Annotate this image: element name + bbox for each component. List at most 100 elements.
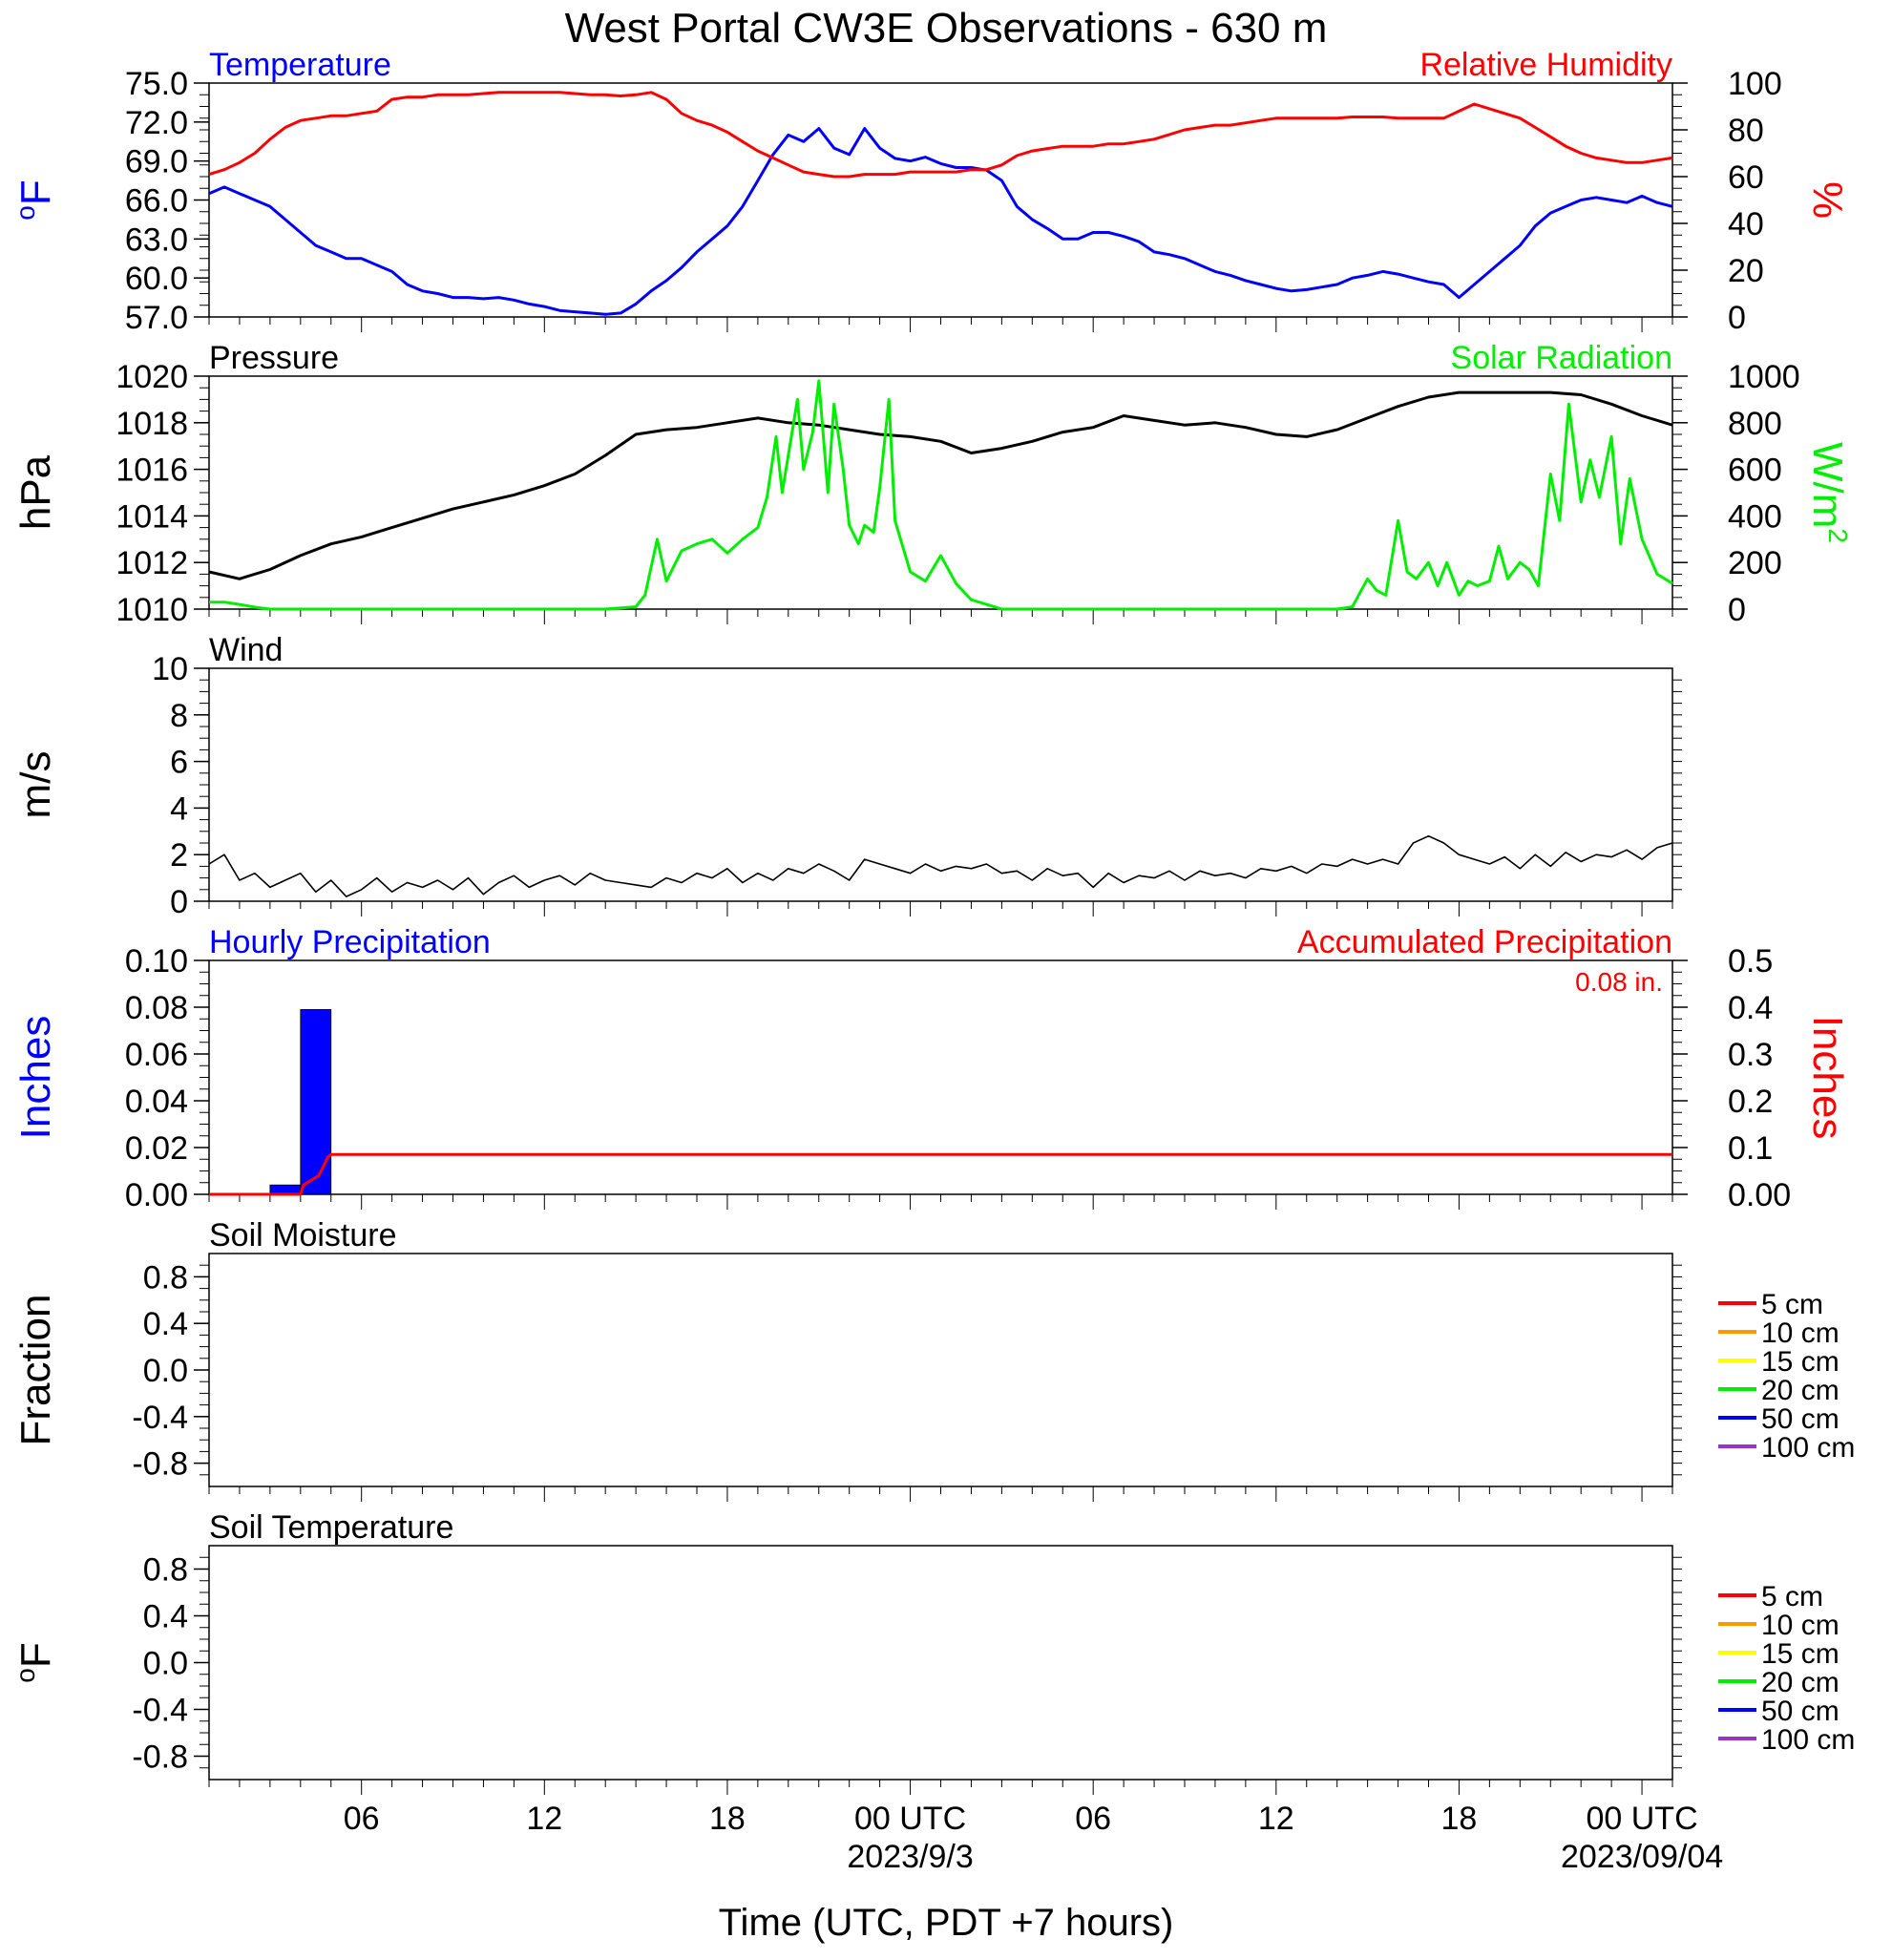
y-tick-label: 60.0: [125, 261, 188, 297]
y-tick-label: -0.8: [132, 1446, 188, 1483]
y-tick-label: 0.10: [125, 943, 188, 980]
panel-left-title: Wind: [209, 632, 283, 668]
series-pressure: [208, 390, 1673, 580]
y-tick-label: 2: [170, 837, 188, 874]
y-tick-label: 1018: [116, 406, 188, 442]
degree-superscript: o: [11, 205, 40, 221]
y-tick-label-right: 0.1: [1728, 1130, 1773, 1167]
y-tick-label-right: 800: [1728, 406, 1782, 442]
y-tick-label-right: 0.3: [1728, 1037, 1773, 1073]
unit-F: F: [12, 1642, 59, 1668]
x-tick-label: 18: [1441, 1801, 1478, 1837]
panel-left-title: Pressure: [209, 340, 339, 376]
y-tick-label-right: 200: [1728, 545, 1782, 581]
y-tick-label: 0.8: [143, 1552, 188, 1589]
plot-frame: [208, 1545, 1673, 1781]
squared-superscript: 2: [1823, 528, 1853, 543]
accumulated-total-label: 0.08 in.: [1575, 967, 1663, 997]
y-tick-label-right: 0: [1728, 592, 1746, 628]
legend-label: 50 cm: [1761, 1696, 1839, 1727]
legend-label: 50 cm: [1761, 1403, 1839, 1435]
y-tick-label-right: 40: [1728, 206, 1764, 242]
y-tick-label-right: 80: [1728, 113, 1764, 149]
panel-4: 0.10 0.08 0.06 0.04 0.02 0.00 0.5 0.4 0.3 0.2 0.1 0…: [12, 924, 1851, 1213]
unit-F: F: [12, 179, 59, 205]
plot-frame: [208, 959, 1673, 1195]
x-tick-date-label: 2023/9/3: [847, 1839, 973, 1875]
y-tick-label: -0.8: [132, 1739, 188, 1776]
y-axis-label-right: W/m2: [1804, 442, 1853, 543]
y-tick-label-right: 1000: [1728, 359, 1800, 395]
y-tick-label: 0.0: [143, 1353, 188, 1389]
legend-label: 20 cm: [1761, 1667, 1839, 1698]
x-tick-label: 00 UTC: [854, 1801, 966, 1837]
panel-left-title: Temperature: [209, 47, 391, 83]
y-tick-label: -0.4: [132, 1693, 188, 1729]
y-tick-label: 0.00: [125, 1177, 188, 1213]
legend-label: 20 cm: [1761, 1375, 1839, 1406]
precip-bar: [300, 1009, 332, 1195]
x-tick-label: 06: [344, 1801, 380, 1837]
plot-frame: [208, 667, 1673, 902]
y-tick-label-right: 0.2: [1728, 1084, 1773, 1120]
series-wind: [208, 834, 1673, 897]
legend-label: 10 cm: [1761, 1317, 1839, 1349]
y-tick-label: 1012: [116, 545, 188, 581]
y-axis-label-left: oF: [11, 179, 59, 220]
y-tick-label: 0: [170, 884, 188, 920]
y-tick-label: 1014: [116, 498, 188, 535]
panel-3: 10 8 6 4 2 0 Wind m/s: [12, 632, 1682, 920]
series-relative-humidity: [208, 91, 1673, 179]
y-axis-label-right: %: [1804, 181, 1851, 219]
y-axis-label-right: Inches: [1804, 1016, 1851, 1140]
plot-frame: [208, 1253, 1673, 1487]
y-tick-label: 4: [170, 790, 188, 827]
x-axis-label: Time (UTC, PDT +7 hours): [719, 1902, 1174, 1944]
y-tick-label-right: 0: [1728, 300, 1746, 336]
panel-1: 75.072.069.066.063.060.057.0 100 80 60 40 20 0…: [11, 47, 1851, 336]
panel-5: 0.8 0.4 0.0 -0.4 -0.8 Soil Moisture Fraction 5 …: [12, 1217, 1855, 1502]
panels: 75.072.069.066.063.060.057.0100806040200…: [11, 47, 1855, 1795]
x-tick-date-label: 2023/09/04: [1561, 1839, 1723, 1875]
y-axis-label-left: m/s: [12, 751, 59, 819]
y-tick-label: 0.02: [125, 1130, 188, 1167]
x-tick-label: 06: [1075, 1801, 1111, 1837]
y-tick-label-right: 0.00: [1728, 1177, 1791, 1213]
y-tick-label: 75.0: [125, 66, 188, 102]
x-tick-label: 12: [526, 1801, 562, 1837]
y-tick-label: 10: [152, 651, 188, 687]
y-tick-label: 6: [170, 745, 188, 781]
chart-title: West Portal CW3E Observations - 630 m: [565, 5, 1328, 52]
legend-label: 10 cm: [1761, 1610, 1839, 1641]
panel-right-title: Accumulated Precipitation: [1297, 924, 1672, 960]
y-axis-label-left: Fraction: [12, 1295, 59, 1446]
y-tick-label: 72.0: [125, 105, 188, 141]
y-tick-label: 63.0: [125, 221, 188, 258]
legend-label: 15 cm: [1761, 1346, 1839, 1378]
y-tick-label: 1020: [116, 359, 188, 395]
y-tick-label-right: 400: [1728, 498, 1782, 535]
panel-right-title: Relative Humidity: [1419, 47, 1672, 83]
y-tick-label: 57.0: [125, 300, 188, 336]
y-tick-label-right: 100: [1728, 66, 1782, 102]
y-tick-label: 1016: [116, 453, 188, 489]
panel-2: 1020 1018 1016 1014 1012 1010 1000 800 600 400 200…: [12, 340, 1853, 628]
y-tick-label: 8: [170, 698, 188, 734]
y-tick-label: 66.0: [125, 183, 188, 220]
y-tick-label: 0.4: [143, 1599, 188, 1635]
panel-left-title: Soil Moisture: [209, 1217, 397, 1254]
y-tick-label: 0.08: [125, 990, 188, 1026]
y-axis-label-left: Inches: [12, 1016, 59, 1140]
legend-label: 100 cm: [1761, 1724, 1855, 1756]
y-tick-label: 1010: [116, 592, 188, 628]
y-tick-label-right: 600: [1728, 453, 1782, 489]
y-tick-label: 0.0: [143, 1646, 188, 1682]
y-tick-label-right: 20: [1728, 253, 1764, 289]
panel-right-title: Solar Radiation: [1451, 340, 1672, 376]
legend-label: 5 cm: [1761, 1289, 1823, 1320]
panel-left-title: Soil Temperature: [209, 1509, 453, 1546]
y-tick-label: 0.8: [143, 1259, 188, 1296]
